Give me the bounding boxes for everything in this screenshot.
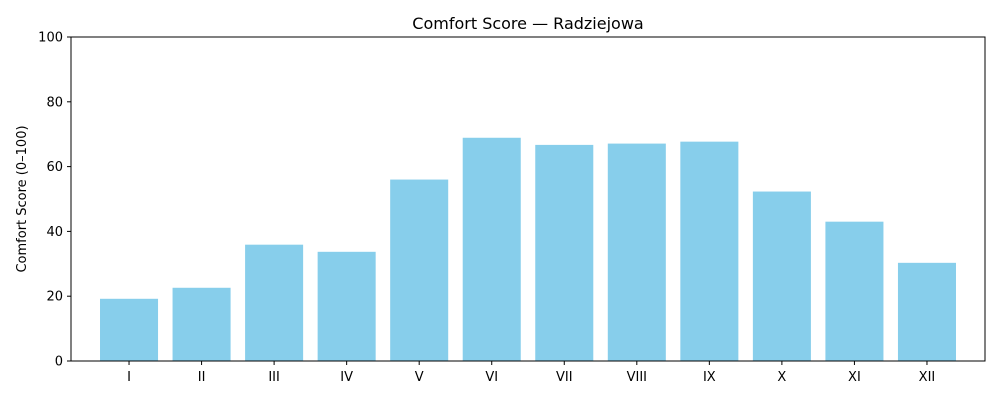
x-tick-label: VI (485, 370, 498, 385)
x-tick-label: III (268, 370, 280, 385)
bar-xii (897, 262, 956, 361)
y-tick-label: 100 (38, 31, 63, 46)
chart-title: Comfort Score — Radziejowa (412, 14, 643, 33)
bar-v (390, 179, 449, 361)
y-tick-label: 20 (46, 290, 63, 305)
bar-vi (462, 137, 521, 361)
bar-ii (172, 287, 231, 361)
x-tick-label: XII (919, 370, 936, 385)
bar-i (100, 298, 159, 361)
x-tick-label: V (415, 370, 424, 385)
x-tick-label: IV (340, 370, 353, 385)
bar-iii (245, 244, 304, 361)
bar-xi (825, 221, 884, 361)
x-tick-label: VIII (627, 370, 647, 385)
x-tick-label: X (777, 370, 786, 385)
bars-group (100, 137, 956, 361)
y-tick-label: 40 (46, 225, 63, 240)
x-tick-label: I (127, 370, 131, 385)
bar-vii (535, 144, 594, 361)
y-tick-label: 60 (46, 160, 63, 175)
plot-frame (70, 36, 986, 362)
x-tick-label: XI (848, 370, 861, 385)
x-tick-label: II (198, 370, 206, 385)
bar-viii (607, 143, 666, 361)
x-tick-label: VII (556, 370, 573, 385)
x-tick-label: IX (703, 370, 716, 385)
y-tick-label: 0 (55, 355, 63, 370)
bar-ix (680, 141, 739, 361)
y-axis-label: Comfort Score (0–100) (15, 125, 30, 272)
bar-x (752, 191, 811, 361)
bar-iv (317, 251, 376, 361)
y-tick-label: 80 (46, 95, 63, 110)
